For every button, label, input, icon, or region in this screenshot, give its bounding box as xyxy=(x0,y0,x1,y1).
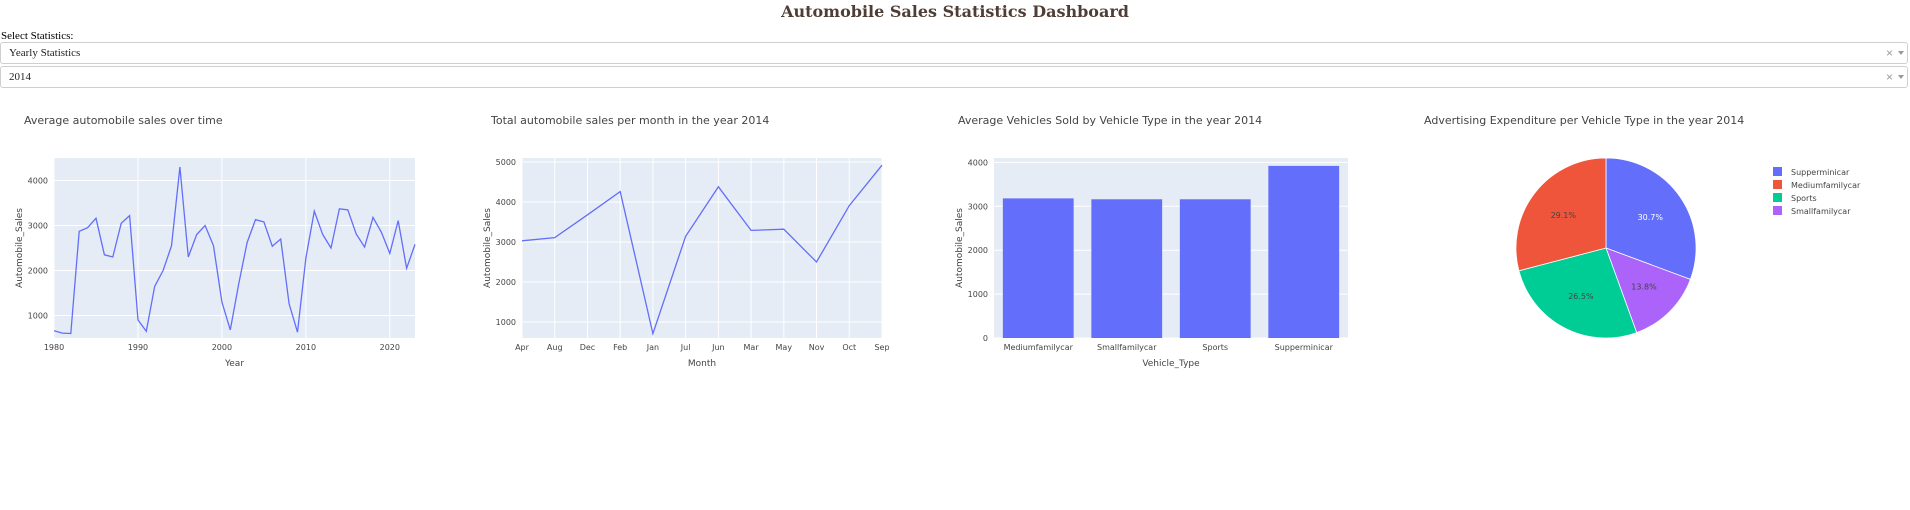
clear-icon[interactable]: × xyxy=(1885,46,1893,60)
select-statistics-label: Select Statistics: xyxy=(1,30,74,42)
chart2-xtick-label: Aug xyxy=(547,343,563,352)
chart1-x-axis-title: Year xyxy=(224,359,244,369)
chart2-xtick-label: Apr xyxy=(515,343,530,352)
chevron-down-icon[interactable] xyxy=(1898,75,1904,79)
chart2-xtick-label: Jun xyxy=(711,343,725,352)
chart2-xtick-label: Dec xyxy=(580,343,595,352)
chart2-xtick-label: Sep xyxy=(874,343,889,352)
chart1-series-line xyxy=(53,166,416,335)
pie-slice xyxy=(1605,247,1691,334)
legend-swatch xyxy=(1773,193,1782,202)
legend-label: Smallfamilycar xyxy=(1791,207,1851,216)
chart1-plot-area xyxy=(54,158,415,338)
year-dropdown-value: 2014 xyxy=(9,71,31,83)
chart3-ytick-label: 1000 xyxy=(968,290,988,299)
chart1-xtick-label: 2010 xyxy=(296,343,316,352)
advertising-pie-chart[interactable]: 30.7% 13.8% 26.5% 29.1% Supperminicar Mediumf… xyxy=(1420,140,1910,380)
chevron-down-icon[interactable] xyxy=(1898,51,1904,55)
chart1-ytick-label: 4000 xyxy=(28,177,48,186)
chart3-xtick-label: Smallfamilycar xyxy=(1097,343,1157,352)
legend-label: Mediumfamilycar xyxy=(1791,181,1861,190)
chart2-y-axis-title: Automobile_Sales xyxy=(483,208,493,288)
legend-swatch xyxy=(1773,206,1782,215)
chart2-plot-area xyxy=(522,158,882,338)
pie-slice-label: 26.5% xyxy=(1568,292,1594,301)
chart3-bar xyxy=(1091,199,1163,338)
chart2-ytick-label: 1000 xyxy=(496,318,516,327)
chart2-xtick-label: May xyxy=(776,343,793,352)
chart2-xtick-label: Oct xyxy=(842,343,856,352)
chart3-xtick-label: Sports xyxy=(1202,343,1228,352)
clear-icon[interactable]: × xyxy=(1885,70,1893,84)
yearly-sales-line-chart[interactable]: 1000 2000 3000 4000 Year Automobile_Sales 1980… xyxy=(0,140,470,380)
pie-slice xyxy=(1518,247,1638,339)
chart3-bar xyxy=(1002,198,1074,338)
chart2-ytick-label: 3000 xyxy=(496,238,516,247)
statistics-dropdown-value: Yearly Statistics xyxy=(9,47,81,59)
legend-swatch xyxy=(1773,180,1782,189)
chart1-ytick-label: 2000 xyxy=(28,267,48,276)
chart4-title: Advertising Expenditure per Vehicle Type… xyxy=(1424,114,1745,127)
chart3-ytick-label: 3000 xyxy=(968,202,988,211)
chart2-ytick-label: 5000 xyxy=(496,158,516,167)
pie-slice xyxy=(1515,157,1607,272)
monthly-sales-line-chart[interactable]: 1000 2000 3000 4000 5000 Month Automobile_Sale… xyxy=(470,140,940,380)
chart1-ytick-label: 3000 xyxy=(28,222,48,231)
statistics-dropdown[interactable]: Yearly Statistics × xyxy=(0,42,1908,64)
pie-slice-label: 30.7% xyxy=(1638,213,1664,222)
chart1-y-axis-title: Automobile_Sales xyxy=(15,208,25,288)
chart2-xtick-label: Mar xyxy=(744,343,760,352)
legend-swatch xyxy=(1773,167,1782,176)
chart2-xtick-label: Feb xyxy=(613,343,627,352)
chart1-ytick-label: 1000 xyxy=(28,312,48,321)
chart3-xtick-label: Supperminicar xyxy=(1275,343,1334,352)
chart2-x-axis-title: Month xyxy=(688,359,716,369)
chart3-y-axis-title: Automobile_Sales xyxy=(955,208,965,288)
chart3-ytick-label: 2000 xyxy=(968,246,988,255)
legend-label: Sports xyxy=(1791,194,1817,203)
chart2-ytick-label: 4000 xyxy=(496,198,516,207)
chart2-title: Total automobile sales per month in the … xyxy=(491,114,770,127)
chart2-ytick-label: 2000 xyxy=(496,278,516,287)
chart2-xtick-label: Jan xyxy=(646,343,659,352)
chart3-xtick-label: Mediumfamilycar xyxy=(1004,343,1074,352)
chart1-xtick-label: 2020 xyxy=(380,343,400,352)
chart3-title: Average Vehicles Sold by Vehicle Type in… xyxy=(958,114,1263,127)
chart3-ytick-label: 0 xyxy=(983,334,988,343)
pie-slice-label: 29.1% xyxy=(1551,211,1577,220)
pie-slice xyxy=(1605,157,1697,280)
legend-label: Supperminicar xyxy=(1791,168,1850,177)
chart1-xtick-label: 2000 xyxy=(212,343,232,352)
year-dropdown[interactable]: 2014 × xyxy=(0,66,1908,88)
vehicle-type-bar-chart[interactable]: 0 1000 2000 3000 4000 Vehicle_Type Automobile_… xyxy=(940,140,1360,380)
chart3-ytick-label: 4000 xyxy=(968,158,988,167)
chart3-bar xyxy=(1268,165,1340,338)
chart2-xtick-label: Jul xyxy=(680,343,691,352)
chart3-bar xyxy=(1179,199,1251,338)
chart3-x-axis-title: Vehicle_Type xyxy=(1142,359,1200,369)
chart1-title: Average automobile sales over time xyxy=(24,114,223,127)
dashboard-title: Automobile Sales Statistics Dashboard xyxy=(781,2,1129,21)
chart1-xtick-label: 1980 xyxy=(44,343,64,352)
chart2-xtick-label: Nov xyxy=(809,343,825,352)
pie-slice-label: 13.8% xyxy=(1631,282,1657,291)
chart1-xtick-label: 1990 xyxy=(128,343,148,352)
chart2-series-line xyxy=(521,164,883,336)
